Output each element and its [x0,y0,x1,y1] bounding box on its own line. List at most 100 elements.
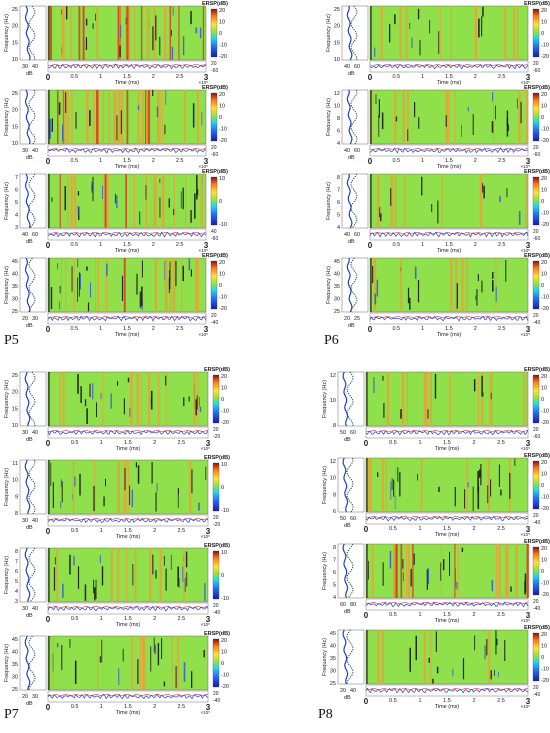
ersp-event-streak [193,372,196,426]
ersp-event-streak [66,90,68,144]
ersp-event-streak [381,458,384,512]
x-tick-label: 0.5 [71,326,79,332]
ersp-event-streak [484,645,486,660]
ersp-event-streak [498,544,501,598]
colorbar-tick-label: 10 [221,550,227,556]
ersp-event-streak [62,90,64,144]
ersp-event-streak [199,27,202,39]
ersp-event-streak [185,174,187,228]
psd-curve-blue [24,635,31,691]
trace-tick-label: 20 [533,599,539,605]
ersp-event-streak [161,638,163,659]
trace-tick-label: 20 [213,603,219,609]
ersp-event-streak [524,372,526,426]
ersp-event-streak [457,544,459,598]
ersp-event-streak [110,548,113,602]
ersp-event-streak [454,487,456,507]
ersp-event-streak [172,7,174,16]
x-axis-exponent: ×10⁵ [521,446,531,451]
ersp-event-streak [473,379,476,392]
x-tick-label: 0.5 [389,440,397,446]
ersp-event-streak [494,670,495,676]
ersp-event-streak [456,283,458,309]
x-tick-label: 0 [364,697,369,706]
ersp-event-streak [50,6,52,60]
erp-trace-threshold [369,232,529,234]
ersp-event-streak [182,36,185,56]
trace-tick-label: -60 [533,236,540,242]
ersp-event-streak [495,544,497,598]
y-axis-label: Frequency (Hz) [4,266,10,304]
ersp-event-streak [410,568,412,587]
psd-tick-label: 40 [32,518,38,524]
group-label-p6: P6 [324,333,339,348]
erp-trace [365,515,529,522]
colorbar-tick-label: 0 [219,199,222,205]
ersp-event-streak [180,191,182,209]
psd-tick-label: 60 [354,148,360,154]
psd-curve-blue [342,629,349,685]
trace-tick-label: -40 [211,320,218,326]
psd-tick-label: 20 [22,694,28,700]
ersp-event-streak [92,383,94,400]
ersp-event-streak [177,566,179,587]
ersp-event-streak [197,90,199,144]
trace-tick-label: -40 [213,610,220,616]
colorbar-tick-label: -20 [541,306,549,312]
x-tick-label: 0 [368,325,373,334]
trace-tick-label: 20 [213,515,219,521]
ersp-event-streak [506,118,509,137]
colorbar-tick-label: -10 [219,295,227,301]
ersp-event-streak [507,124,509,132]
colorbar-tick-label: -20 [541,592,549,598]
erp-trace-threshold [365,602,529,604]
colorbar-tick-label: 10 [541,386,547,392]
ersp-event-streak [496,638,498,646]
ersp-event-streak [77,258,79,268]
ersp-event-streak [406,372,408,426]
psd-curve-dark [346,629,354,685]
ersp-event-streak [475,295,477,301]
ersp-event-streak [137,105,140,110]
ersp-event-streak [77,205,79,215]
x-axis-label: Time (ms) [115,332,140,338]
ersp-event-streak [134,548,137,602]
x-tick-label: 0 [368,73,373,82]
y-tick-label: 35 [12,662,18,668]
y-tick-label: 12 [334,91,340,97]
ersp-event-streak [69,554,71,575]
ersp-event-streak [139,211,141,225]
ersp-event-streak [79,273,81,290]
ersp-event-streak [483,185,485,199]
ersp-event-streak [418,117,420,129]
psd-tick-label: 40 [344,64,350,70]
ersp-event-streak [407,90,409,144]
erp-trace-threshold [47,518,209,520]
colorbar-label: ERSP(dB) [204,455,230,461]
ersp-event-streak [96,90,99,144]
erp-trace-frame [47,228,207,241]
x-tick-label: 0 [46,615,51,624]
ersp-event-streak [397,467,399,482]
ersp-event-streak [153,637,155,652]
x-tick-label: 2.5 [497,698,505,704]
ersp-event-streak [516,98,518,109]
x-tick-label: 3 [526,241,531,250]
ersp-event-streak [62,124,63,142]
ersp-event-streak [95,579,97,599]
psd-curve-dark [28,547,36,603]
ersp-event-streak [49,118,51,139]
ersp-event-streak [86,90,89,144]
ersp-event-streak [389,23,391,43]
y-tick-label: 25 [12,91,18,97]
ersp-event-streak [482,392,484,397]
psd-axis-label: dB [344,523,351,529]
ersp-event-streak [118,460,120,514]
ersp-event-streak [103,174,105,228]
ersp-event-streak [165,568,167,591]
ersp-event-streak [102,372,104,426]
colorbar-tick-label: -20 [219,306,227,312]
ersp-event-streak [63,6,65,60]
